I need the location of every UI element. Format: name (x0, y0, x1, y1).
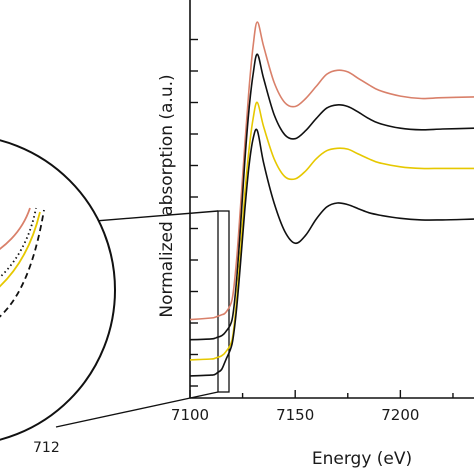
inset-curve-2 (0, 211, 41, 303)
series-line-3 (189, 128, 474, 377)
inset-curve-3 (0, 209, 45, 331)
series-line-0 (189, 21, 474, 321)
series-line-1 (189, 53, 474, 341)
zoom-region-box (217, 210, 230, 393)
y-axis-title: Normalized absorption (a.u.) (157, 74, 177, 317)
y-axis-ticks (190, 38, 198, 387)
x-axis-title: Energy (eV) (312, 449, 412, 469)
inset-magnifier: 712 (0, 139, 116, 456)
x-tick-label-2: 7200 (381, 406, 419, 424)
series-line-2 (189, 101, 474, 361)
inset-circle (0, 139, 116, 441)
inset-x-tick-label: 712 (33, 440, 60, 456)
inset-curve-1 (0, 207, 37, 293)
x-tick-label-1: 7150 (276, 406, 314, 424)
x-axis-ticks (189, 390, 454, 398)
inset-curves (0, 207, 45, 331)
x-tick-label-0: 7100 (171, 406, 209, 424)
main-axes: 7100 7150 7200 Energy (eV) Normalized ab… (157, 0, 474, 469)
series-layer (189, 21, 474, 377)
inset-curve-0 (0, 207, 31, 263)
